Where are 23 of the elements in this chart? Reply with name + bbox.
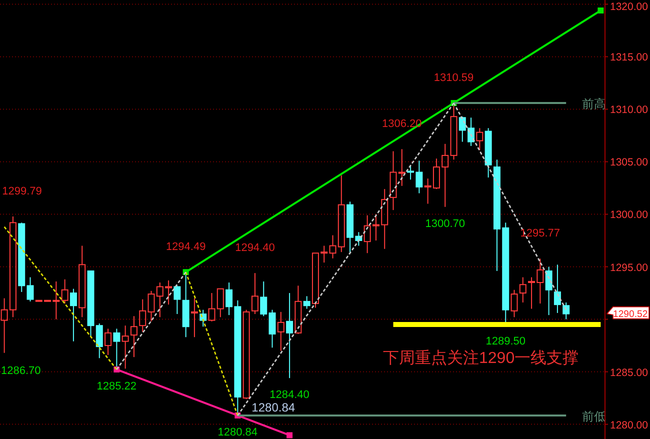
annotation: 1294.49 xyxy=(166,241,206,254)
y-tick-label: 1305.00 xyxy=(610,156,648,169)
data-label: 1280.84 xyxy=(252,400,296,414)
y-tick-label: 1320.00 xyxy=(610,1,648,13)
y-tick-label: 1285.00 xyxy=(610,366,648,379)
annotation: 1299.79 xyxy=(2,185,42,198)
annotation: 1310.59 xyxy=(434,72,474,84)
y-tick-label: 1315.00 xyxy=(610,52,648,64)
annotation: 1294.40 xyxy=(235,242,275,254)
annotation: 1300.70 xyxy=(425,218,465,230)
annotation: 1295.77 xyxy=(520,228,560,240)
y-tick-label: 1300.00 xyxy=(610,209,648,222)
annotation: 1306.20 xyxy=(382,118,422,130)
annotation: 1284.40 xyxy=(270,389,310,402)
y-tick-label: 1280.00 xyxy=(610,419,648,432)
annotation: 1280.84 xyxy=(218,426,258,438)
y-tick-label: 1295.00 xyxy=(610,262,648,274)
annotation: 1289.50 xyxy=(486,336,526,348)
annotation: 1285.22 xyxy=(96,380,137,392)
y-tick-label: 1310.00 xyxy=(610,104,648,116)
annotation: 下周重点关注1290一线支撑 xyxy=(383,349,579,367)
annotation: 1286.70 xyxy=(1,364,41,377)
text: 1290.52 xyxy=(613,308,648,320)
